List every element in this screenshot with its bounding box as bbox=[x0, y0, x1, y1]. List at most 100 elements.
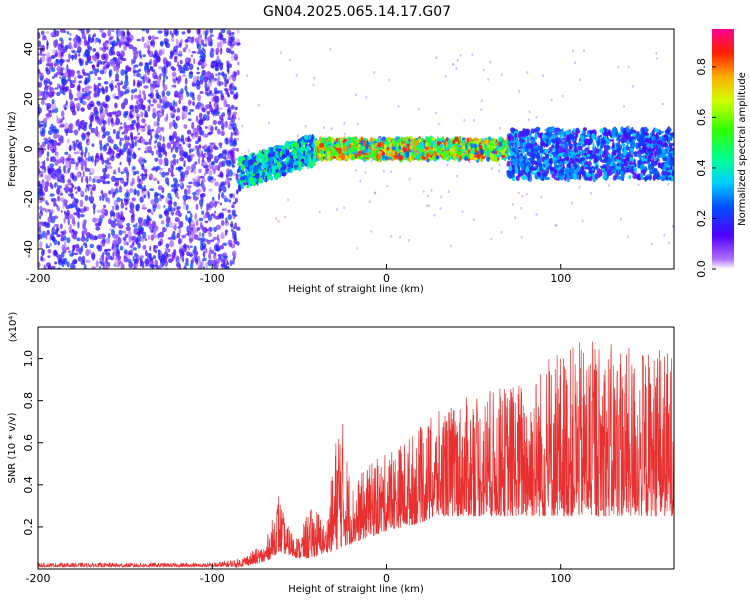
spectrogram-cell bbox=[217, 36, 222, 40]
spectrogram-cell bbox=[225, 89, 229, 95]
spectrogram-cell bbox=[130, 123, 135, 127]
spectrogram-cell bbox=[193, 167, 197, 175]
spectrogram-cell bbox=[38, 261, 41, 268]
spectrogram-cell bbox=[214, 66, 219, 72]
spectrogram-cell bbox=[60, 52, 63, 57]
spectrogram-cell bbox=[147, 191, 150, 200]
spectrogram-cell bbox=[68, 93, 74, 101]
spectrogram-cell bbox=[143, 141, 149, 146]
spectrogram-cell bbox=[42, 250, 45, 255]
spectrogram-cell bbox=[196, 151, 201, 158]
spectrogram-cell bbox=[187, 155, 192, 163]
spectrogram-cell bbox=[59, 37, 63, 42]
spectrogram-cell bbox=[120, 122, 123, 125]
spectrogram-cell bbox=[311, 143, 316, 148]
spectrogram-cell bbox=[108, 145, 111, 151]
spectrogram-cell bbox=[68, 42, 72, 50]
spectrogram-cell bbox=[204, 34, 207, 39]
spectrogram-cell bbox=[68, 37, 72, 41]
spectrogram-cell bbox=[46, 202, 50, 206]
spectrogram-cell bbox=[461, 155, 464, 159]
spectrogram-cell bbox=[156, 103, 162, 109]
spectrogram-cell bbox=[53, 29, 57, 35]
spectrogram-cell bbox=[210, 239, 215, 242]
spectrogram-cell bbox=[111, 175, 116, 182]
spectrogram-cell bbox=[59, 139, 64, 144]
spectrogram-cell bbox=[183, 203, 186, 210]
spectrogram-cell bbox=[104, 46, 108, 50]
spectrogram-cell bbox=[56, 115, 59, 121]
spectrogram-cell bbox=[217, 120, 222, 125]
spectrogram-cell bbox=[147, 131, 152, 136]
spectrogram-cell bbox=[76, 172, 81, 179]
spectrogram-cell bbox=[174, 146, 179, 153]
spectrogram-cell bbox=[232, 40, 236, 46]
spectrogram-cell bbox=[196, 66, 200, 71]
spectrogram-cell bbox=[47, 249, 52, 254]
spectrogram-cell bbox=[84, 187, 87, 193]
spectrogram-cell bbox=[118, 126, 121, 132]
spectrogram-cell bbox=[150, 85, 154, 93]
spectrogram-cell bbox=[205, 228, 209, 232]
spectrogram-cell bbox=[198, 168, 202, 174]
spectrogram-cell bbox=[63, 199, 68, 204]
spectrogram-cell bbox=[189, 238, 193, 244]
spectrogram-cell bbox=[117, 215, 123, 218]
spectrogram-cell bbox=[124, 233, 129, 238]
spectrogram-cell bbox=[132, 70, 137, 74]
spectrogram-cell bbox=[175, 76, 178, 81]
spectrogram-cell bbox=[247, 156, 250, 160]
spectrogram-cell bbox=[63, 235, 67, 241]
spectrogram-cell bbox=[137, 175, 140, 183]
spectrogram-cell bbox=[236, 147, 239, 152]
spectrogram-cell bbox=[124, 91, 127, 95]
spectrogram-cell bbox=[133, 136, 138, 140]
spectrogram-cell bbox=[202, 214, 208, 219]
spectrogram-cell bbox=[296, 167, 300, 171]
spectrogram-cell bbox=[92, 54, 97, 61]
spectrogram-cell bbox=[193, 234, 199, 240]
spectrogram-cell bbox=[226, 168, 231, 175]
spectrogram-cell bbox=[480, 148, 484, 156]
spectrogram-cell bbox=[71, 54, 74, 61]
spectrogram-cell bbox=[130, 244, 134, 248]
spectrogram-cell bbox=[108, 218, 112, 225]
spectrogram-cell bbox=[54, 182, 57, 188]
spectrogram-cell bbox=[184, 262, 189, 266]
spectrogram-cell bbox=[165, 216, 171, 224]
spectrogram-cell bbox=[136, 122, 140, 130]
spectrogram-cell bbox=[186, 61, 191, 67]
spectrogram-cell bbox=[219, 172, 223, 177]
spectrogram-cell bbox=[384, 148, 387, 156]
spectrogram-cell bbox=[77, 71, 81, 76]
spectrogram-cell bbox=[217, 254, 223, 257]
spectrogram-cell bbox=[216, 78, 220, 86]
spectrogram-cell bbox=[128, 261, 134, 269]
spectrogram-cell bbox=[93, 207, 96, 215]
spectrogram-cell bbox=[136, 139, 142, 143]
spectrogram-cell bbox=[59, 223, 63, 230]
spectrogram-cell bbox=[282, 164, 287, 171]
spectrogram-cell bbox=[75, 191, 78, 194]
spectrogram-cell bbox=[105, 58, 108, 64]
spectrogram-cell bbox=[159, 241, 162, 246]
spectrogram-cell bbox=[164, 151, 168, 157]
spectrogram-cell bbox=[235, 42, 241, 46]
spectrogram-cell bbox=[196, 227, 201, 231]
spectrogram-cell bbox=[99, 47, 103, 51]
spectrogram-cell bbox=[60, 251, 65, 258]
spectrogram-cell bbox=[266, 175, 272, 180]
spectrogram-cell bbox=[68, 214, 74, 220]
spectrogram-cell bbox=[233, 132, 237, 136]
spectrogram-cell bbox=[142, 54, 147, 58]
spectrogram-cell bbox=[99, 69, 105, 75]
spectrogram-cell bbox=[169, 239, 174, 248]
spectrogram-cell bbox=[252, 181, 255, 186]
spectrogram-cell bbox=[231, 172, 237, 176]
spectrogram-cell bbox=[192, 83, 197, 86]
spectrogram-cell bbox=[197, 157, 201, 165]
spectrogram-cell bbox=[45, 66, 49, 72]
spectrogram-cell bbox=[139, 255, 144, 258]
spectrogram-cell bbox=[172, 154, 176, 159]
spectrogram-cell bbox=[96, 178, 101, 184]
